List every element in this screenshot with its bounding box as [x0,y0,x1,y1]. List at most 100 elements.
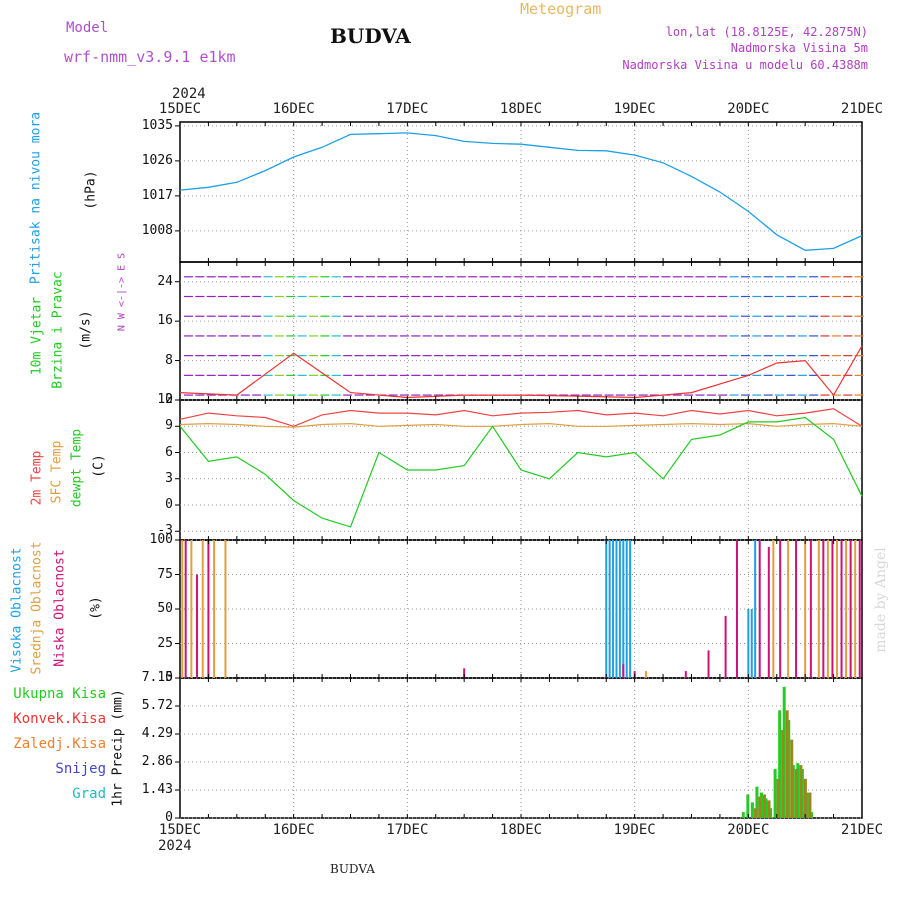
precip-bar [755,786,759,818]
top-time-tick-label: 20DEC [727,101,770,117]
wind-unit: (m/s) [78,310,94,350]
y-tick-label: 2.86 [141,754,173,769]
precip-bar [782,686,786,818]
bottom-time-tick-label: 16DEC [272,822,315,838]
y-tick-label: 1035 [141,117,173,133]
location-coordinates: lon,lat (18.8125E, 42.2875N) [665,25,868,39]
cloud-low-label: Niska Oblacnost [52,549,68,667]
temp-sfc-label: SFC Temp [49,440,65,504]
top-time-tick-label: 21DEC [840,101,884,117]
precip-bar [799,765,803,818]
pressure-unit: (hPa) [83,170,99,210]
credit-watermark: made by Angel [873,547,889,653]
bottom-time-tick-label: 18DEC [499,822,543,838]
precip-bar [741,812,745,818]
pressure-title: Pritisak na nivou mora [28,111,44,285]
y-tick-label: 25 [157,635,173,651]
y-tick-label: 1.43 [141,782,173,797]
precip-legend-item: Ukupna Kisa [13,686,106,702]
y-tick-label: 9 [165,418,173,434]
cloud-high-label: Visoka Oblacnost [9,547,25,673]
bottom-time-tick-label: 20DEC [727,822,770,838]
model-name: wrf-nmm_v3.9.1 e1km [64,48,236,66]
precip-bar [805,792,809,818]
wind-title-line2: Brzina i Pravac [50,271,66,389]
y-tick-label: 0 [165,392,173,407]
model-label: Model [66,20,109,36]
footer-station: BUDVA [330,862,375,876]
y-tick-label: 6 [165,444,173,460]
temp-line [179,422,863,428]
y-tick-label: 100 [149,532,173,547]
precip-bar [781,729,785,818]
precip-bar [794,769,798,818]
y-tick-label: 1008 [141,222,173,238]
precip-legend-item: Snijeg [55,761,106,777]
top-time-tick-label: 19DEC [613,101,656,117]
precip-bar [787,720,791,818]
precip-bar [769,808,773,818]
y-tick-label: 75 [157,566,173,582]
precip-bar [808,792,812,818]
precip-bar [776,778,780,818]
top-time-tick-label: 16DEC [272,101,315,117]
precip-legend-item: Zaledj.Kisa [13,736,106,752]
cloud-unit: (%) [88,596,104,620]
y-tick-label: 5.72 [141,698,173,713]
y-tick-label: 1017 [141,187,173,203]
precip-bar [759,792,763,818]
y-tick-label: 0 [165,810,173,825]
station-altitude: Nadmorska Visina 5m [730,41,868,55]
model-altitude: Nadmorska Visina u modelu 60.4388m [622,58,868,72]
top-year-label: 2024 [172,86,206,102]
bottom-year-label: 2024 [158,838,192,854]
precip-bar [753,808,757,818]
precip-bar [791,765,795,818]
precip-legend-item: Grad [72,786,106,802]
page-title: BUDVA [330,24,411,48]
temp-unit: (C) [91,454,107,478]
precip-bar [767,800,771,818]
temp-line [179,408,863,427]
top-time-tick-label: 18DEC [499,101,543,117]
bottom-time-tick-label: 15DEC [158,822,202,838]
temp-dew-label: dewpt Temp [69,428,85,508]
precip-bar [764,798,768,818]
precip-bar [785,710,789,818]
precip-bar [790,739,794,818]
top-time-tick-label: 17DEC [386,101,429,117]
precip-bar [809,812,813,818]
y-tick-label: 4.29 [141,726,173,741]
y-tick-label: 0 [165,497,173,512]
precip-bar [778,710,782,818]
y-tick-label: 24 [157,273,173,289]
wind-speed-line [179,345,863,399]
temp-2m-label: 2m Temp [29,450,45,506]
bottom-time-tick-label: 17DEC [386,822,429,838]
y-tick-label: -3 [157,523,173,539]
cloud-mid-label: Srednja Oblacnost [29,541,45,675]
precip-legend-item: Konvek.Kisa [13,711,106,727]
y-tick-label: 8 [165,352,173,368]
y-tick-label: 3 [165,470,173,486]
precip-bar [796,763,800,818]
precip-bar [762,794,766,818]
wind-title-line1: 10m Vjetar [29,296,45,376]
precip-bar [803,778,807,818]
wind-compass-icon: N W <-|-> E S [116,252,128,332]
top-time-tick-label: 15DEC [158,101,202,117]
y-tick-label: 16 [157,313,173,329]
temp-line [179,416,863,528]
precip-bar [746,794,750,818]
bottom-time-tick-label: 19DEC [613,822,656,838]
pressure-line [179,132,863,251]
product-title: Meteogram [520,0,602,18]
precip-ylabel: 1hr Precip (mm) [110,689,126,807]
y-tick-label: 50 [157,601,173,616]
y-tick-label: 0 [165,670,173,685]
precip-bar [773,769,777,818]
precip-bar [800,769,804,818]
precip-bar [758,796,762,818]
y-tick-label: 12 [157,392,173,407]
